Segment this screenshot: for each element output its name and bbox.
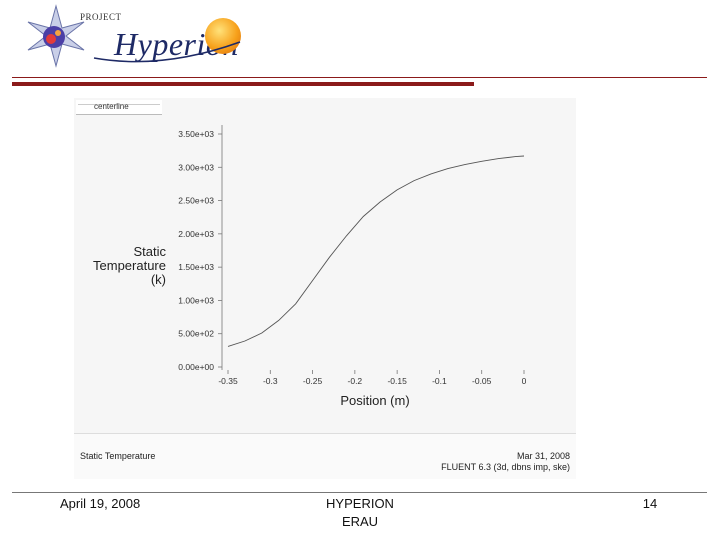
logo-project-text: PROJECT — [80, 12, 122, 22]
header-rule — [12, 77, 707, 78]
page-number: 14 — [642, 496, 658, 511]
chart-software: FLUENT 6.3 (3d, dbns imp, ske) — [441, 462, 570, 472]
legend-swatch — [78, 104, 160, 105]
y-axis-label-line1: Static — [133, 244, 166, 259]
legend-box — [76, 100, 162, 115]
chart-info-strip — [74, 433, 576, 479]
header-accent-rule — [12, 82, 474, 86]
chart-date: Mar 31, 2008 — [516, 451, 570, 461]
footer-date: April 19, 2008 — [60, 496, 141, 511]
footer-rule — [12, 492, 707, 493]
swoosh-icon — [93, 41, 241, 63]
chart-panel — [74, 98, 576, 478]
star-emblem-icon — [27, 4, 85, 68]
footer-title: HYPERION — [326, 496, 394, 511]
footer-subtitle: ERAU — [341, 514, 379, 529]
y-axis-label-line3: (k) — [150, 272, 166, 287]
chart-variable-name: Static Temperature — [80, 451, 156, 461]
project-hyperion-logo: PROJECT Hyperion — [10, 0, 241, 78]
x-axis-label: Position (m) — [340, 393, 410, 408]
y-axis-label-line2: Temperature — [93, 258, 166, 273]
legend-label: centerline — [94, 102, 129, 111]
